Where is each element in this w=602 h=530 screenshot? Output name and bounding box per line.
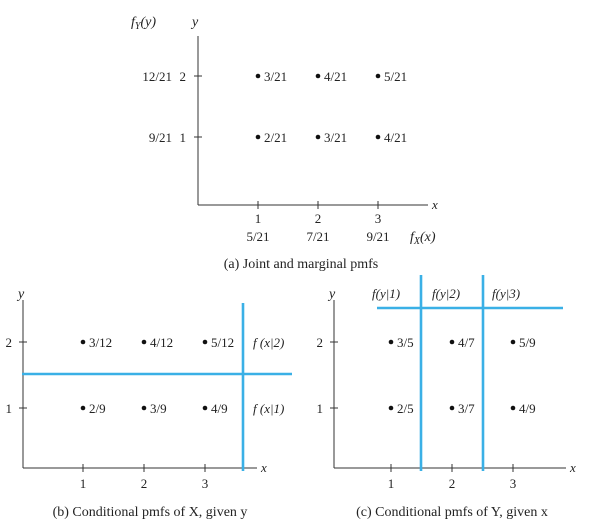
x-tick-label: 3 <box>375 211 382 226</box>
point-label: 4/9 <box>519 401 536 416</box>
data-point <box>202 405 208 411</box>
point-label: 3/21 <box>324 130 347 145</box>
data-point <box>510 405 516 411</box>
y-tick-label: 2 <box>180 69 187 84</box>
data-point <box>80 405 86 411</box>
x-tick-label: 2 <box>315 211 322 226</box>
y-axis-label: y <box>327 287 336 302</box>
x-marginal: 9/21 <box>366 229 389 244</box>
point-label: 5/9 <box>519 335 536 350</box>
data-point <box>80 339 86 345</box>
panel-conditional-x: y x 2 1 1 2 3 3/12 4/12 5/12 f (x|2) 2/9… <box>6 287 292 520</box>
column-header: f(y|3) <box>492 286 520 301</box>
point-label: 3/9 <box>150 401 167 416</box>
point-label: 3/5 <box>397 335 414 350</box>
point-label: 2/9 <box>89 401 106 416</box>
y-axis-label: y <box>16 287 25 302</box>
x-tick-label: 3 <box>202 476 209 491</box>
point-label: 4/21 <box>324 69 347 84</box>
x-axis-label: x <box>260 460 267 475</box>
point-label: 4/12 <box>150 335 173 350</box>
x-marginal: 7/21 <box>306 229 329 244</box>
data-point <box>315 73 321 79</box>
data-point <box>375 134 381 140</box>
y-tick-label: 1 <box>317 401 324 416</box>
x-tick-label: 1 <box>80 476 87 491</box>
y-marginal: 12/21 <box>142 69 172 84</box>
x-tick-label: 3 <box>510 476 517 491</box>
y-marginal: 9/21 <box>149 130 172 145</box>
data-point <box>388 339 394 345</box>
caption-b: (b) Conditional pmfs of X, given y <box>53 505 248 520</box>
fx-label: fX(x) <box>410 230 436 247</box>
point-label: 2/5 <box>397 401 414 416</box>
point-label: 4/21 <box>384 130 407 145</box>
point-label: 3/7 <box>458 401 475 416</box>
conditional-label: f (x|1) <box>253 401 284 416</box>
point-label: 4/9 <box>211 401 228 416</box>
x-tick-label: 1 <box>255 211 262 226</box>
data-point <box>510 339 516 345</box>
x-axis-label: x <box>569 460 576 475</box>
y-tick-label: 2 <box>317 335 324 350</box>
x-marginal: 5/21 <box>246 229 269 244</box>
point-label: 5/21 <box>384 69 407 84</box>
data-point <box>255 73 261 79</box>
x-axis-label: x <box>431 197 438 212</box>
data-point <box>449 339 455 345</box>
conditional-label: f (x|2) <box>253 335 284 350</box>
panel-joint-marginal: fY(y) y x 2 1 12/21 9/21 1 2 3 5/21 7/21… <box>131 15 438 272</box>
data-point <box>449 405 455 411</box>
point-label: 2/21 <box>264 130 287 145</box>
y-tick-label: 1 <box>6 401 13 416</box>
column-header: f(y|2) <box>432 286 460 301</box>
y-tick-label: 1 <box>180 130 187 145</box>
data-point <box>375 73 381 79</box>
caption-a: (a) Joint and marginal pmfs <box>224 257 379 272</box>
point-label: 3/12 <box>89 335 112 350</box>
caption-c: (c) Conditional pmfs of Y, given x <box>356 505 548 520</box>
panel-conditional-y: y x 2 1 1 2 3 f(y|1) f(y|2) f(y|3) 3/5 4… <box>317 275 576 520</box>
y-tick-label: 2 <box>6 335 13 350</box>
x-tick-label: 2 <box>141 476 148 491</box>
y-axis-label: y <box>190 15 199 30</box>
x-tick-label: 2 <box>449 476 456 491</box>
data-point <box>255 134 261 140</box>
column-header: f(y|1) <box>372 286 400 301</box>
point-label: 4/7 <box>458 335 475 350</box>
data-point <box>315 134 321 140</box>
data-point <box>141 339 147 345</box>
data-point <box>388 405 394 411</box>
data-point <box>202 339 208 345</box>
data-point <box>141 405 147 411</box>
point-label: 3/21 <box>264 69 287 84</box>
fy-label: fY(y) <box>131 15 156 32</box>
point-label: 5/12 <box>211 335 234 350</box>
x-tick-label: 1 <box>388 476 395 491</box>
